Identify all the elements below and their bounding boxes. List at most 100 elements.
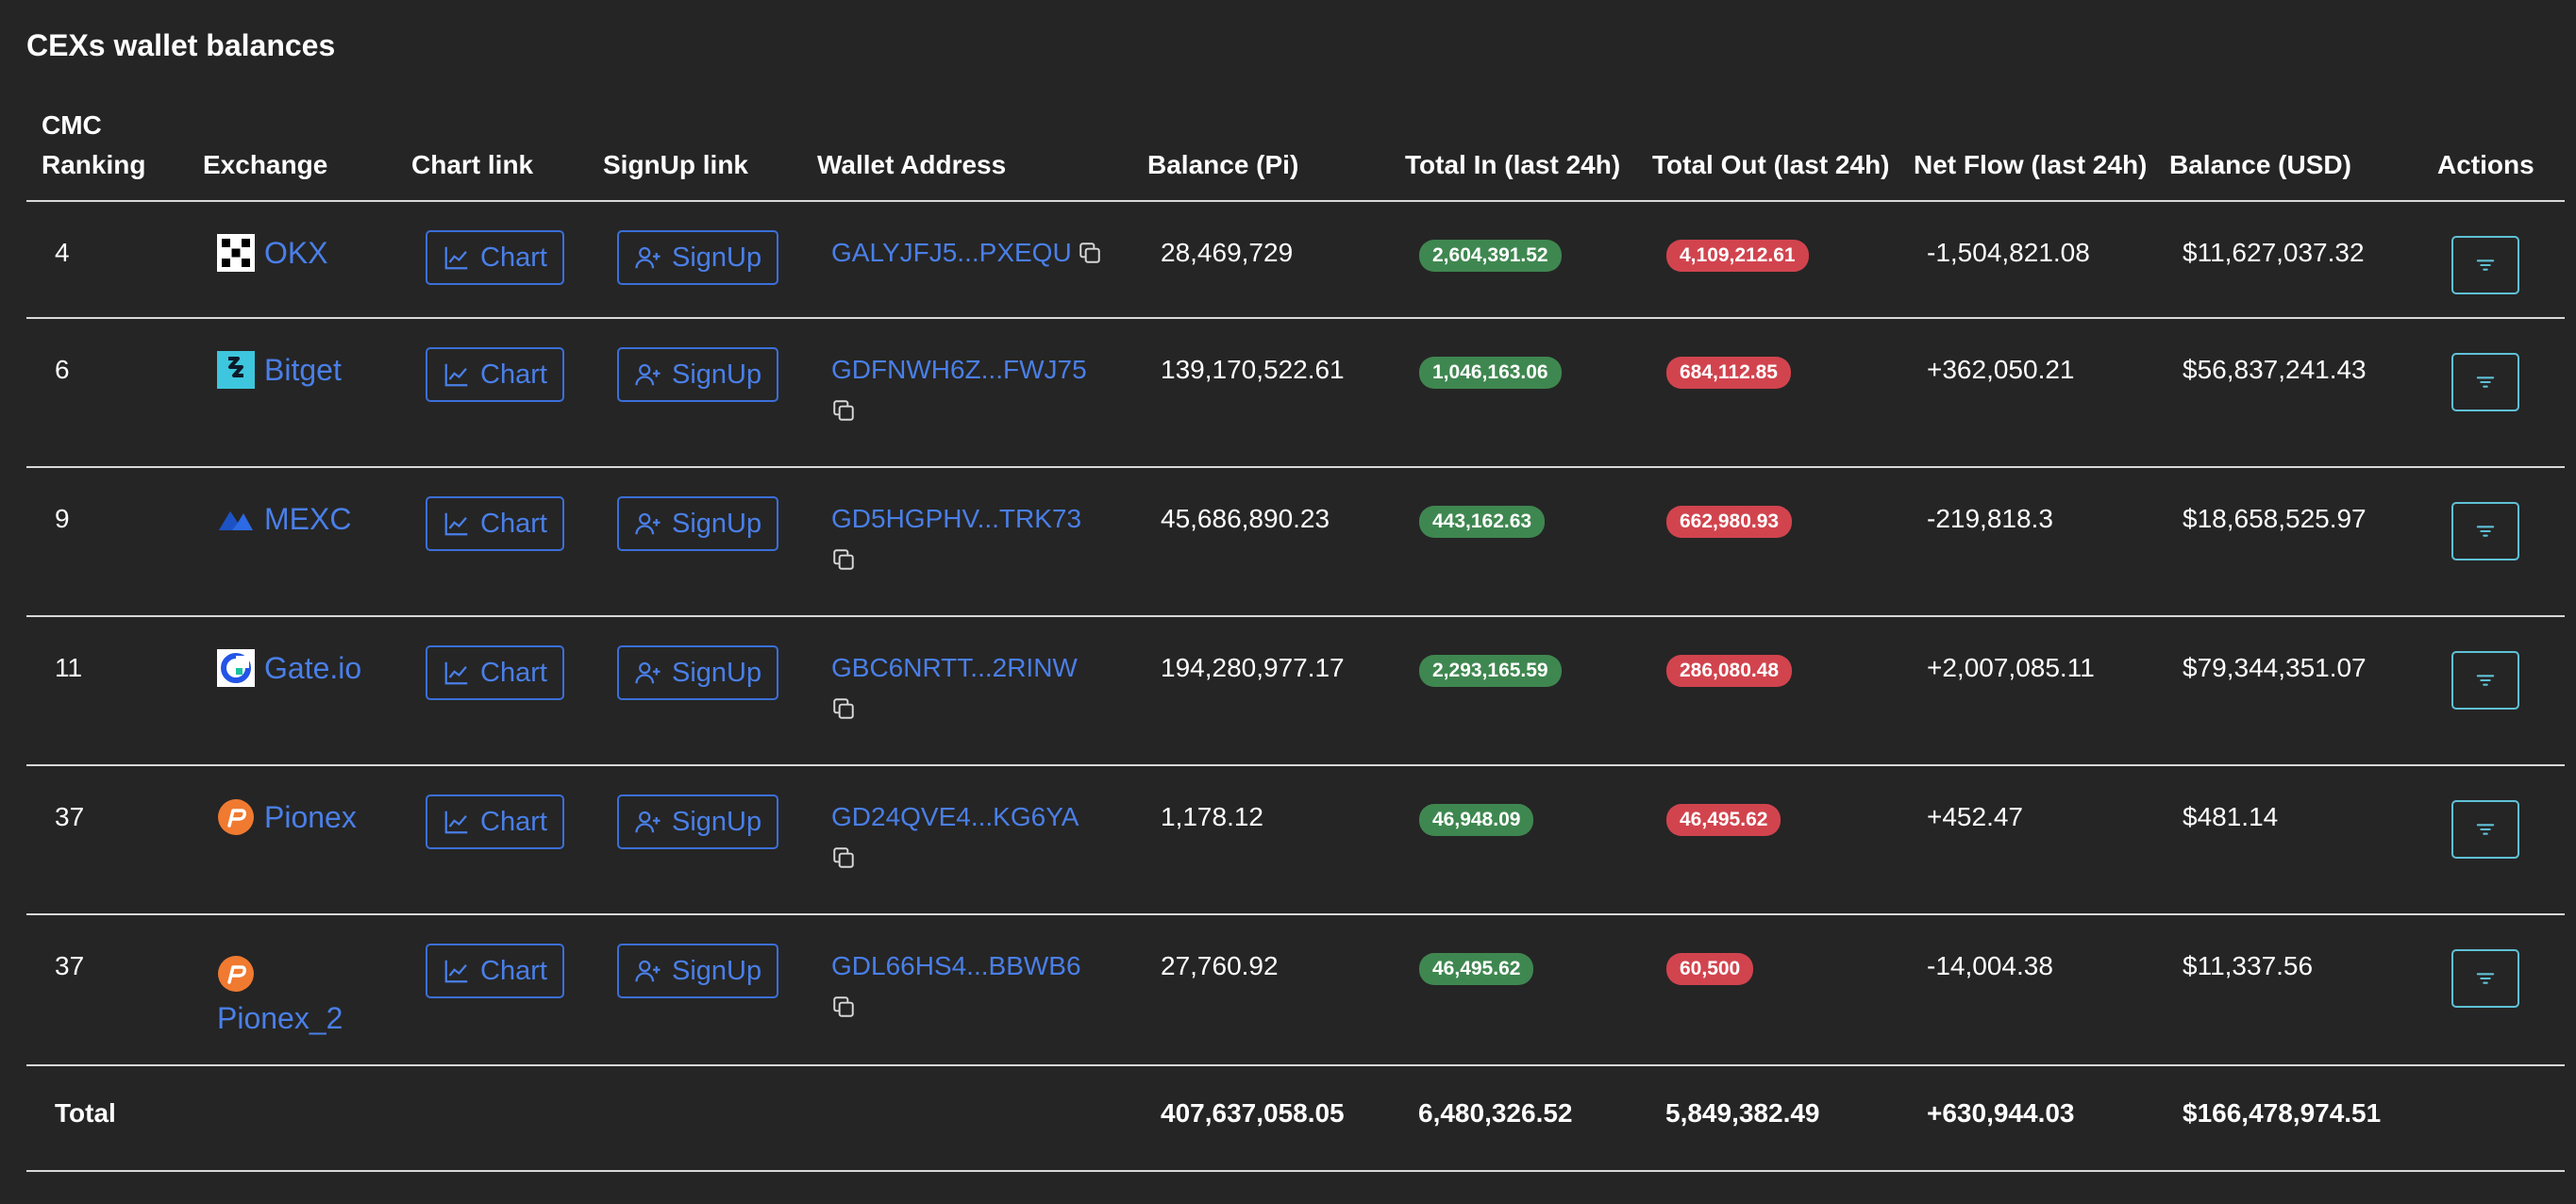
col-header-net-flow[interactable]: Net Flow (last 24h): [1914, 106, 2169, 202]
mexc-logo-icon: [219, 511, 253, 530]
filter-action-button[interactable]: [2451, 353, 2519, 411]
total-in-badge: 46,948.09: [1419, 804, 1534, 836]
cmc-rank: 9: [26, 467, 203, 617]
line-chart-icon: [444, 246, 468, 270]
signup-link-label: SignUp: [672, 360, 762, 390]
total-out: 5,849,382.49: [1652, 1065, 1914, 1172]
exchange-link[interactable]: MEXC: [217, 500, 351, 538]
wallet-address-link[interactable]: GDFNWH6Z...FWJ75: [831, 355, 1087, 384]
col-header-total-out[interactable]: Total Out (last 24h): [1652, 106, 1914, 202]
col-header-rank[interactable]: CMC Ranking: [26, 106, 203, 202]
total-balance-pi: 407,637,058.05: [1147, 1065, 1405, 1172]
col-header-wallet-address[interactable]: Wallet Address: [817, 106, 1147, 202]
balance-usd: $11,627,037.32: [2169, 201, 2437, 319]
exchange-link[interactable]: Pionex: [217, 798, 357, 836]
chart-link-label: Chart: [480, 242, 547, 273]
col-header-balance-pi[interactable]: Balance (Pi): [1147, 106, 1405, 202]
signup-link-button[interactable]: SignUp: [617, 496, 779, 551]
filter-action-button[interactable]: [2451, 651, 2519, 710]
col-header-exchange[interactable]: Exchange: [203, 106, 411, 202]
totals-row: Total 407,637,058.05 6,480,326.52 5,849,…: [26, 1065, 2565, 1172]
chart-link-button[interactable]: Chart: [426, 230, 564, 285]
wallet-address-link[interactable]: GD5HGPHV...TRK73: [831, 504, 1082, 533]
cmc-rank: 11: [26, 616, 203, 766]
exchange-cell: Bitget: [203, 318, 411, 468]
exchange-cell: Gate.io: [203, 616, 411, 766]
signup-link-button[interactable]: SignUp: [617, 645, 779, 700]
copy-icon[interactable]: [831, 547, 856, 572]
signup-link-button[interactable]: SignUp: [617, 794, 779, 849]
table-row: 4 OKX Chart SignUp GALYJFJ5...PXEQU 28,4…: [26, 201, 2565, 319]
add-user-icon: [635, 811, 661, 833]
copy-icon[interactable]: [831, 995, 856, 1019]
wallet-address-link[interactable]: GBC6NRTT...2RINW: [831, 653, 1078, 682]
table-row: 37 Pionex_2 Chart SignUp GDL66HS4...BBWB…: [26, 914, 2565, 1066]
filter-action-button[interactable]: [2451, 949, 2519, 1008]
copy-icon[interactable]: [1078, 241, 1102, 265]
filter-action-button[interactable]: [2451, 236, 2519, 294]
filter-icon: [2476, 675, 2495, 686]
copy-icon[interactable]: [831, 398, 856, 423]
exchange-cell: OKX: [203, 201, 411, 319]
gateio-logo-icon: [217, 649, 255, 687]
cmc-rank: 6: [26, 318, 203, 468]
net-flow: +2,007,085.11: [1914, 616, 2169, 766]
chart-link-button[interactable]: Chart: [426, 944, 564, 998]
table-header-row: CMC Ranking Exchange Chart link SignUp l…: [26, 106, 2565, 202]
net-flow: -1,504,821.08: [1914, 201, 2169, 319]
filter-action-button[interactable]: [2451, 800, 2519, 859]
chart-link-label: Chart: [480, 360, 547, 390]
total-out-badge: 662,980.93: [1666, 506, 1793, 538]
filter-icon: [2476, 259, 2495, 271]
chart-link-label: Chart: [480, 509, 547, 539]
chart-link-button[interactable]: Chart: [426, 794, 564, 849]
chart-link-button[interactable]: Chart: [426, 645, 564, 700]
col-header-balance-usd[interactable]: Balance (USD): [2169, 106, 2437, 202]
net-flow: -14,004.38: [1914, 914, 2169, 1066]
total-net-flow: +630,944.03: [1914, 1065, 2169, 1172]
net-flow: -219,818.3: [1914, 467, 2169, 617]
cmc-rank: 4: [26, 201, 203, 319]
signup-link-label: SignUp: [672, 509, 762, 539]
exchange-link[interactable]: Pionex_2: [217, 947, 410, 1042]
add-user-icon: [635, 960, 661, 982]
exchange-name: Pionex: [264, 800, 357, 834]
exchange-link[interactable]: OKX: [217, 234, 328, 272]
exchange-name: OKX: [264, 236, 328, 270]
copy-icon[interactable]: [831, 845, 856, 870]
signup-link-button[interactable]: SignUp: [617, 230, 779, 285]
net-flow: +452.47: [1914, 765, 2169, 915]
col-header-total-in[interactable]: Total In (last 24h): [1405, 106, 1652, 202]
col-header-chart-link[interactable]: Chart link: [411, 106, 603, 202]
balance-usd: $18,658,525.97: [2169, 467, 2437, 617]
signup-link-label: SignUp: [672, 956, 762, 986]
wallet-address-link[interactable]: GDL66HS4...BBWB6: [831, 951, 1081, 980]
balance-usd: $79,344,351.07: [2169, 616, 2437, 766]
total-in-badge: 46,495.62: [1419, 953, 1534, 985]
cmc-rank: 37: [26, 914, 203, 1066]
wallet-address-link[interactable]: GALYJFJ5...PXEQU: [831, 238, 1072, 267]
signup-link-button[interactable]: SignUp: [617, 944, 779, 998]
filter-action-button[interactable]: [2451, 502, 2519, 560]
balance-pi: 1,178.12: [1147, 765, 1405, 915]
filter-icon: [2476, 376, 2495, 388]
wallet-address-link[interactable]: GD24QVE4...KG6YA: [831, 802, 1079, 831]
exchange-link[interactable]: Bitget: [217, 351, 342, 389]
signup-link-button[interactable]: SignUp: [617, 347, 779, 402]
pionex-logo-icon: [218, 955, 254, 992]
chart-link-button[interactable]: Chart: [426, 496, 564, 551]
total-in-badge: 2,604,391.52: [1419, 240, 1562, 272]
line-chart-icon: [444, 363, 468, 387]
add-user-icon: [635, 512, 661, 535]
okx-logo-icon: [217, 234, 255, 272]
copy-icon[interactable]: [831, 696, 856, 721]
chart-link-button[interactable]: Chart: [426, 347, 564, 402]
total-out-badge: 286,080.48: [1666, 655, 1793, 687]
col-header-signup-link[interactable]: SignUp link: [603, 106, 817, 202]
signup-link-label: SignUp: [672, 658, 762, 688]
total-out-badge: 4,109,212.61: [1666, 240, 1809, 272]
balance-usd: $11,337.56: [2169, 914, 2437, 1066]
balance-pi: 194,280,977.17: [1147, 616, 1405, 766]
balance-pi: 27,760.92: [1147, 914, 1405, 1066]
exchange-link[interactable]: Gate.io: [217, 649, 361, 687]
